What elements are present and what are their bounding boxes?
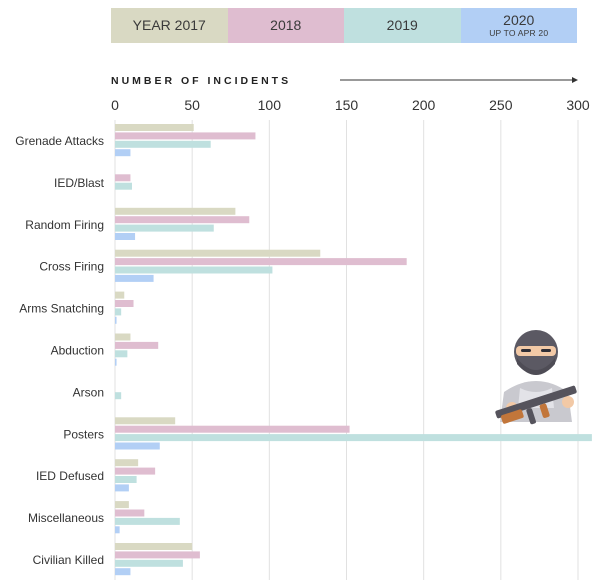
category-label: IED Defused [36,469,104,483]
bar [115,392,122,400]
bar [115,274,154,282]
bar [115,551,200,559]
bar [115,417,176,425]
bar [115,484,129,492]
gridlines [114,120,579,580]
x-tick-label: 50 [184,97,200,113]
bar [115,266,273,274]
legend-label: 2020 [503,12,535,29]
legend-label: YEAR 2017 [132,17,206,34]
bar [115,442,160,450]
bar [115,425,350,433]
x-tick-label: 200 [412,97,436,113]
category-label: Random Firing [25,218,104,232]
bar [115,434,592,442]
x-axis-title: NUMBER OF INCIDENTS [111,75,291,87]
x-tick-label: 100 [258,97,282,113]
category-label: Arson [73,385,104,399]
x-axis-arrow-head [572,77,578,83]
x-tick-label: 150 [335,97,359,113]
bar [115,501,129,509]
bar [115,124,194,131]
category-label: Abduction [51,344,104,358]
category-label: Cross Firing [39,260,104,274]
bar [115,233,136,240]
x-tick-label: 300 [566,97,590,113]
legend: YEAR 2017 2018 2019 2020 UP TO APR 20 [111,8,577,43]
bar [115,132,256,140]
category-label: IED/Blast [54,176,105,190]
bar [115,559,183,567]
bar [115,467,156,475]
bar [115,300,134,307]
category-label: Civilian Killed [33,553,104,567]
bar [115,249,321,257]
bar [115,224,214,232]
legend-sublabel: UP TO APR 20 [489,27,549,38]
bar [115,341,159,349]
bar [115,182,132,190]
militant-illustration [490,322,582,430]
x-tick-labels: 0 50 100 150 200 250 300 [111,97,590,113]
x-tick-label: 0 [111,97,119,113]
category-label: Posters [63,427,104,441]
bar [115,316,117,324]
bar [115,149,131,157]
bar [115,207,236,215]
bar [115,543,193,550]
category-label: Arms Snatching [19,302,104,316]
category-label: Miscellaneous [28,511,104,525]
legend-label: 2019 [386,17,418,34]
bars [115,124,592,576]
bar [115,258,407,266]
bar [115,568,131,576]
bar [115,308,122,316]
bar [115,333,131,341]
legend-item-2018: 2018 [227,8,344,43]
bar [115,350,128,358]
bar [115,517,180,525]
bar [115,459,139,467]
bar [115,174,131,182]
bar [115,358,117,366]
x-tick-label: 250 [489,97,513,113]
legend-item-2019: 2019 [344,8,461,43]
legend-label: 2018 [270,17,302,34]
bar [115,291,125,299]
bar [115,526,120,534]
bar [115,140,211,148]
legend-item-2017: YEAR 2017 [111,8,228,43]
bar [115,509,145,517]
legend-item-2020: 2020 UP TO APR 20 [460,8,577,43]
category-label: Grenade Attacks [15,134,104,148]
category-labels: Grenade Attacks IED/Blast Random Firing Cro… [15,134,104,567]
bar [115,216,250,224]
bar [115,476,137,483]
